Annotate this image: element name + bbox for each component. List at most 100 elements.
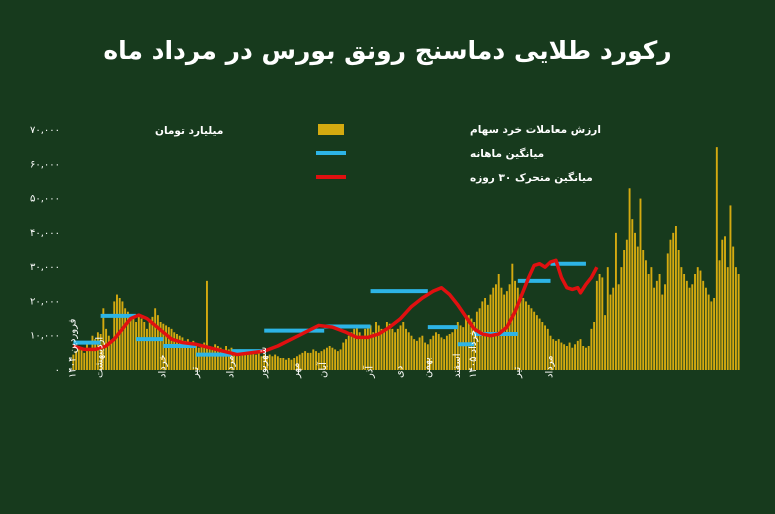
bar	[440, 337, 443, 370]
bar	[568, 342, 571, 370]
bar	[576, 340, 579, 370]
bar	[107, 335, 110, 370]
bar	[350, 332, 353, 370]
bar	[176, 334, 178, 370]
bar	[418, 337, 421, 370]
bar	[222, 349, 225, 370]
bar	[80, 347, 83, 370]
bar	[394, 332, 397, 370]
bar	[527, 304, 530, 370]
bar	[186, 339, 189, 370]
bar	[505, 291, 508, 370]
bar	[257, 352, 260, 370]
bar	[685, 280, 688, 370]
bar	[276, 356, 279, 370]
bar	[206, 280, 208, 370]
bar	[478, 308, 481, 370]
bar	[598, 274, 601, 370]
bar	[514, 280, 517, 370]
bar	[405, 328, 407, 370]
bar	[355, 325, 358, 370]
bar	[565, 346, 568, 370]
bar	[639, 198, 642, 370]
bar	[75, 351, 78, 370]
bar	[410, 335, 413, 370]
bar	[620, 267, 623, 370]
legend: ارزش معاملات خرد سهام میانگین ماهانه میانگ…	[316, 124, 601, 184]
bar	[312, 349, 315, 370]
bar	[396, 328, 399, 370]
bar	[227, 349, 230, 370]
bar	[290, 359, 293, 370]
bar	[623, 250, 626, 370]
bar	[486, 304, 489, 370]
x-tick-label: تیر	[512, 366, 523, 379]
bar	[451, 332, 454, 370]
bar	[533, 311, 536, 370]
bar	[445, 335, 448, 370]
bar	[216, 346, 219, 370]
bar	[399, 325, 402, 370]
bar	[628, 188, 631, 370]
bar	[710, 301, 713, 370]
bar	[86, 342, 88, 370]
bar	[309, 352, 312, 370]
bar	[699, 270, 702, 370]
bar	[655, 280, 658, 370]
bar	[91, 335, 94, 370]
bar	[260, 356, 263, 370]
bar	[429, 339, 432, 370]
bar	[508, 284, 511, 370]
bar	[137, 315, 140, 370]
bar	[124, 308, 127, 370]
bar	[102, 308, 105, 370]
bar	[369, 325, 372, 370]
bar	[497, 274, 500, 370]
bar	[647, 274, 650, 370]
bar	[173, 332, 176, 370]
bar	[516, 287, 519, 370]
bar	[244, 351, 247, 370]
bar	[492, 287, 495, 370]
bar	[661, 294, 664, 370]
x-tick-label: مرداد	[226, 355, 237, 378]
bar	[546, 328, 549, 370]
bar	[271, 356, 274, 370]
bar	[587, 346, 590, 370]
bar	[140, 318, 143, 370]
bar	[306, 352, 309, 370]
bar	[151, 316, 154, 370]
bar	[110, 342, 113, 370]
bar	[538, 318, 541, 370]
bar	[339, 349, 342, 370]
bar	[601, 277, 604, 370]
bar	[116, 294, 118, 370]
bar	[72, 354, 75, 370]
bar	[402, 322, 405, 370]
bar	[263, 354, 266, 370]
bar	[126, 311, 129, 370]
bar	[688, 287, 691, 370]
bar	[334, 349, 337, 370]
bar	[443, 339, 446, 370]
y-tick-label: ۶۰,۰۰۰	[30, 159, 60, 170]
bar	[674, 226, 677, 370]
bar	[413, 339, 416, 370]
y-axis: ۰ ۱۰,۰۰۰ ۲۰,۰۰۰ ۳۰,۰۰۰ ۴۰,۰۰۰ ۵۰,۰۰۰ ۶۰,۰۰۰ ۷۰,…	[30, 125, 60, 376]
bar	[96, 332, 99, 370]
bar	[225, 346, 228, 370]
bar	[364, 328, 367, 370]
bar	[541, 322, 544, 370]
bar	[323, 349, 326, 370]
bar	[293, 358, 296, 370]
bar	[83, 352, 86, 370]
bar	[347, 335, 350, 370]
bar	[274, 354, 277, 370]
x-tick-label: خرداد ۱۴۰۵	[468, 330, 479, 378]
bar	[167, 327, 170, 370]
bar	[535, 315, 538, 370]
bar	[375, 322, 377, 370]
bar	[282, 358, 285, 370]
bar	[181, 337, 184, 370]
